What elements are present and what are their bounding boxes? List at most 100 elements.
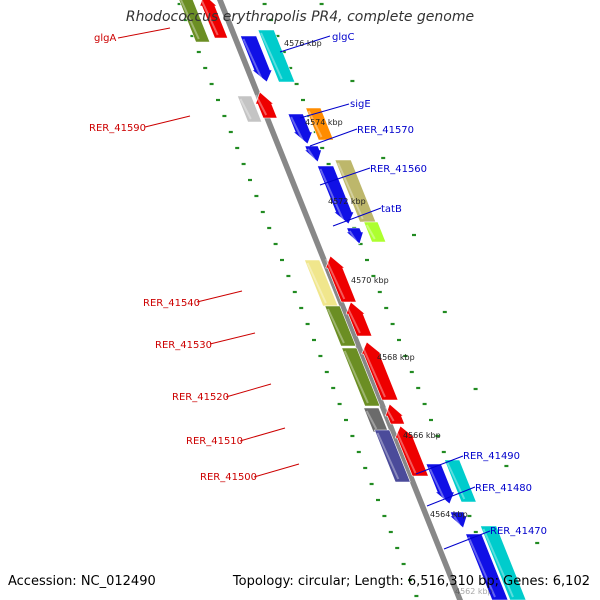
gene-arrow <box>479 525 527 600</box>
gene-highlight <box>394 428 417 474</box>
label-leader <box>299 103 350 119</box>
label-leader <box>426 486 476 507</box>
label-leaders <box>117 27 491 550</box>
gene-highlight <box>319 168 345 222</box>
gene-highlight <box>179 0 200 40</box>
gene-highlight <box>452 514 461 526</box>
label-leader <box>239 427 286 442</box>
gene-arrow <box>341 347 381 407</box>
label-leader <box>144 115 191 128</box>
gene-highlight <box>467 536 496 598</box>
gene-arrow <box>257 29 296 83</box>
gene-arrow <box>199 0 229 39</box>
gene-highlight <box>260 32 283 80</box>
accession-text: Accession: NC_012490 <box>8 574 156 589</box>
gene-highlight <box>428 466 447 502</box>
gene-arrow <box>324 305 357 347</box>
map-title: Rhodococcus erythropolis PR4, complete g… <box>125 9 475 25</box>
gene-arrow <box>236 95 263 123</box>
gene-label: glgA <box>94 33 116 44</box>
gene-highlight <box>384 406 395 422</box>
label-leader <box>225 383 272 398</box>
gene-label: RER_41590 <box>89 123 146 134</box>
gene-features <box>178 0 527 600</box>
gene-label: RER_41510 <box>186 436 243 447</box>
label-leader <box>319 167 371 186</box>
scale-label: 4572 kbp <box>328 197 366 206</box>
gene-arrow <box>178 0 211 43</box>
gene-highlight <box>345 304 361 334</box>
gene-label: RER_41490 <box>463 451 520 462</box>
gene-highlight <box>482 528 514 598</box>
gene-arrow <box>425 463 455 505</box>
label-leader <box>309 128 358 147</box>
gene-arrow <box>449 511 468 529</box>
genome-summary: Topology: circular; Length: 6,516,310 bp… <box>232 574 590 589</box>
backbone-line <box>217 0 463 600</box>
gene-highlight <box>446 462 466 500</box>
gene-arrow <box>239 35 273 83</box>
gene-label: RER_41470 <box>490 526 547 537</box>
gene-arrow <box>325 255 357 303</box>
scale-label: 4566 kbp <box>403 431 441 440</box>
label-leader <box>443 530 491 550</box>
gene-highlight <box>360 344 386 398</box>
backbone <box>217 0 463 600</box>
gene-highlight <box>242 38 263 80</box>
gene-arrow <box>305 107 334 141</box>
gene-arrow <box>363 221 387 243</box>
gene-arrow <box>316 165 355 225</box>
gene-highlight <box>239 98 252 120</box>
gene-highlight <box>200 0 219 36</box>
label-leader <box>196 290 243 303</box>
gene-arrow <box>444 459 477 503</box>
label-leader <box>209 332 256 345</box>
tick-rows <box>177 2 540 598</box>
scale-label: 4574 kbp <box>305 118 343 127</box>
gene-label: RER_41500 <box>200 472 257 483</box>
label-leader <box>415 455 464 475</box>
scale-label: 4568 kbp <box>377 353 415 362</box>
gene-label: RER_41480 <box>475 483 532 494</box>
gene-label: RER_41570 <box>357 125 414 136</box>
gene-label: glgC <box>332 32 354 43</box>
gene-arrow <box>374 429 411 483</box>
gene-highlight <box>376 432 400 480</box>
gene-label: tatB <box>381 204 402 215</box>
gene-arrow <box>345 301 373 337</box>
scale-label: 4576 kbp <box>284 39 322 48</box>
gene-arrow <box>303 145 322 163</box>
scale-labels: 4576 kbp 4574 kbp 4572 kbp 4570 kbp 4568 kbp… <box>284 39 493 596</box>
gene-label: sigE <box>350 99 371 110</box>
gene-highlight <box>306 262 327 304</box>
gene-highlight <box>307 148 316 160</box>
gene-arrow <box>255 91 278 119</box>
gene-arrow <box>361 341 399 401</box>
label-leader <box>253 463 300 478</box>
gene-highlight <box>365 224 376 240</box>
gene-highlight <box>337 162 364 220</box>
scale-label: 4570 kbp <box>351 276 389 285</box>
scale-label: 4564 kbp <box>430 510 468 519</box>
gene-label: RER_41530 <box>155 340 212 351</box>
gene-arrow <box>384 403 406 425</box>
scale-label: 4562 kbp <box>455 587 493 596</box>
gene-highlight <box>348 230 357 242</box>
label-leader <box>332 207 382 227</box>
gene-label: RER_41520 <box>172 392 229 403</box>
gene-labels: glgA glgC RER_41590 sigE RER_41570 RER_41560t… <box>89 32 547 537</box>
gene-arrow <box>465 533 509 600</box>
gene-label: RER_41540 <box>143 298 200 309</box>
gene-highlight <box>326 308 345 344</box>
gene-highlight <box>343 350 369 404</box>
gene-arrow <box>345 227 364 245</box>
gene-highlight <box>290 116 304 142</box>
gene-arrow <box>394 425 429 477</box>
gene-highlight <box>254 94 268 116</box>
gene-label: RER_41560 <box>370 164 427 175</box>
gene-highlight <box>365 410 378 430</box>
label-leader <box>279 35 331 53</box>
label-leader <box>117 27 171 39</box>
